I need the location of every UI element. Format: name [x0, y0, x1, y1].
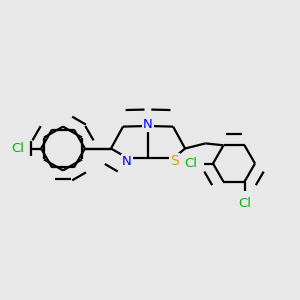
Text: Cl: Cl	[12, 142, 25, 155]
Text: Cl: Cl	[184, 157, 197, 170]
Text: Cl: Cl	[238, 197, 251, 210]
Text: S: S	[170, 154, 179, 168]
Text: N: N	[122, 155, 131, 168]
Text: N: N	[143, 118, 153, 131]
